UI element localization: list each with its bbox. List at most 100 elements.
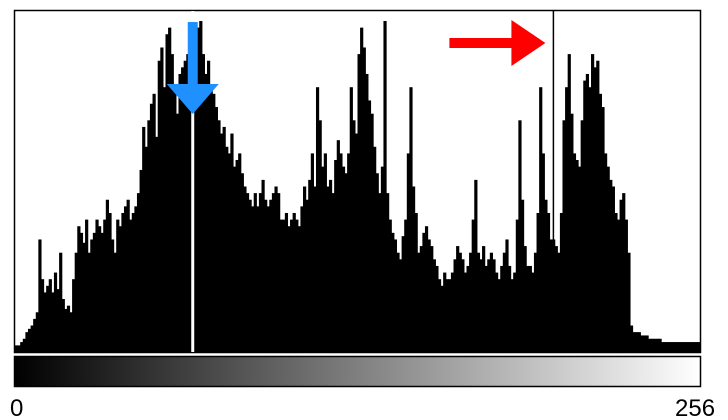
- histogram-bar: [422, 232, 426, 352]
- histogram-bar: [515, 219, 519, 352]
- histogram-bar: [471, 219, 475, 352]
- histogram-bar: [518, 120, 522, 352]
- histogram-bar: [391, 232, 395, 352]
- histogram-bar: [528, 265, 532, 352]
- histogram-bar: [40, 279, 45, 352]
- histogram-bar: [492, 259, 496, 352]
- histogram-bar: [30, 325, 34, 352]
- histogram-bar: [61, 299, 65, 352]
- histogram-bar: [406, 153, 410, 352]
- histogram-bar: [365, 73, 369, 353]
- histogram-bar: [414, 212, 418, 352]
- histogram-bar: [593, 67, 597, 352]
- histogram-bar: [637, 332, 641, 352]
- histogram-bar: [253, 193, 257, 352]
- histogram-bar: [375, 173, 379, 352]
- histogram-bar: [51, 292, 55, 352]
- histogram-bar: [694, 342, 698, 352]
- histogram-bar: [85, 219, 89, 352]
- histogram-bar: [201, 54, 206, 352]
- histogram-bar: [66, 305, 71, 352]
- histogram-bar: [27, 328, 32, 352]
- histogram-bar: [123, 206, 128, 352]
- histogram-bar: [173, 87, 177, 352]
- histogram-bar: [585, 73, 590, 353]
- histogram-bar: [59, 252, 63, 352]
- histogram-bar: [399, 259, 403, 352]
- histogram-bar: [679, 342, 683, 352]
- histogram-bar: [419, 246, 423, 352]
- histogram-bar: [196, 27, 200, 353]
- histogram-bar: [339, 153, 343, 352]
- histogram-bar: [484, 265, 488, 352]
- histogram-bar: [90, 239, 94, 352]
- histogram-bar: [370, 113, 374, 353]
- histogram-bar: [248, 199, 252, 352]
- histogram-bar: [269, 199, 273, 352]
- histogram-bar: [292, 212, 296, 352]
- histogram-bar: [165, 34, 169, 353]
- histogram-bar: [212, 93, 216, 352]
- histogram-bar: [336, 140, 340, 352]
- histogram-bar: [648, 338, 652, 352]
- markers: [166, 11, 555, 352]
- histogram-bar: [443, 272, 447, 352]
- histogram-bar: [479, 259, 483, 352]
- histogram-bar: [565, 87, 569, 352]
- histogram-bar: [448, 279, 452, 352]
- histogram-bar: [209, 87, 213, 352]
- histogram-bar: [232, 166, 237, 352]
- histogram-bar: [526, 265, 530, 352]
- histogram-bar: [238, 153, 242, 352]
- histogram-bar: [533, 252, 538, 352]
- histogram-bar: [495, 272, 499, 352]
- histogram-bar: [430, 246, 434, 352]
- histogram-bar: [554, 246, 558, 352]
- histogram-bar: [645, 335, 649, 352]
- histogram-bar: [178, 73, 182, 353]
- histogram-bar: [256, 206, 260, 352]
- histogram-bar: [56, 289, 60, 352]
- histogram-bar: [116, 219, 120, 352]
- histogram-bar: [393, 239, 398, 352]
- histogram-bar: [598, 93, 602, 352]
- histogram-bar: [194, 34, 198, 353]
- histogram-bar: [663, 342, 667, 352]
- histogram-bar: [331, 193, 335, 352]
- histogram-bar: [261, 179, 265, 352]
- histogram-bar: [531, 272, 535, 352]
- histogram-bar: [640, 335, 644, 352]
- histogram-bar: [500, 265, 504, 352]
- histogram-bar: [149, 103, 154, 352]
- histogram-bar: [697, 342, 701, 352]
- histogram-bar: [240, 173, 244, 352]
- x-tick-min: 0: [10, 395, 23, 420]
- histogram-bar: [264, 199, 268, 352]
- histogram-bar: [523, 246, 527, 352]
- histogram-bar: [666, 342, 670, 352]
- histogram-bar: [378, 193, 382, 352]
- histogram-bar: [136, 193, 141, 352]
- histogram-bar: [305, 199, 309, 352]
- histogram-bar: [334, 160, 338, 352]
- histogram-bar: [349, 87, 353, 352]
- histogram-bar: [354, 133, 359, 352]
- histogram-bar: [271, 193, 276, 352]
- histogram-bar: [642, 335, 647, 352]
- histogram-bar: [315, 87, 320, 352]
- histogram-bar: [437, 279, 442, 352]
- histogram-bar: [596, 60, 600, 352]
- histogram-bar: [139, 169, 143, 352]
- histogram-bar: [668, 342, 673, 352]
- histogram-bar: [502, 252, 506, 352]
- histogram-bar: [609, 179, 613, 352]
- histogram-bar: [321, 166, 325, 352]
- histogram-bar: [79, 232, 84, 352]
- histogram-bar: [43, 292, 47, 352]
- histogram-bar: [513, 272, 517, 352]
- histogram-bar: [225, 146, 229, 352]
- histogram-bar: [655, 338, 660, 352]
- histogram-bar: [453, 259, 457, 352]
- histogram-bar: [87, 252, 91, 352]
- histogram-bar: [360, 27, 364, 353]
